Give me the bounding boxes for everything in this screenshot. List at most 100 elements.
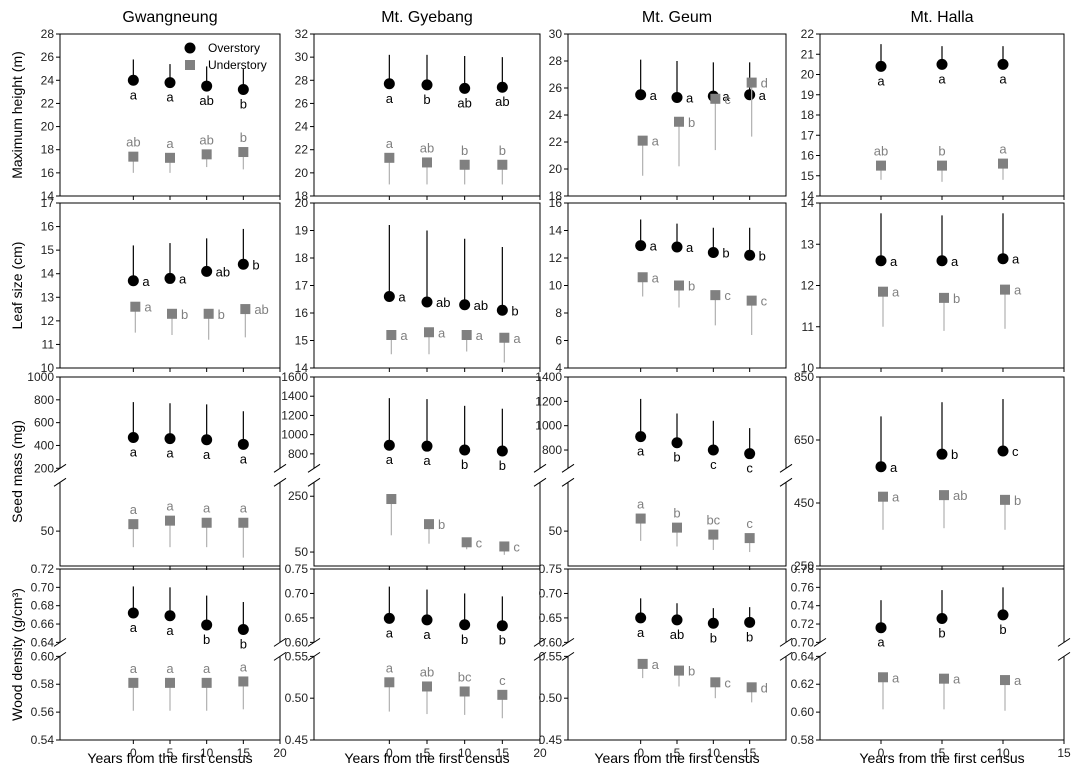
overstory-point: [164, 77, 176, 89]
y-tick-label: 16: [801, 149, 815, 163]
significance-letter: b: [499, 633, 506, 648]
significance-letter: ab: [126, 135, 140, 150]
significance-letter: a: [650, 239, 658, 254]
significance-letter: a: [130, 620, 138, 635]
understory-point: [708, 529, 719, 540]
overstory-point: [875, 461, 887, 473]
x-tick-label: 10: [458, 746, 472, 760]
understory-point: [710, 677, 721, 688]
y-tick-label: 0.66: [31, 617, 55, 631]
significance-letter: b: [673, 506, 680, 521]
y-tick-label: 32: [295, 27, 309, 41]
understory-point: [461, 330, 472, 340]
significance-letter: c: [724, 288, 731, 303]
overstory-point: [201, 80, 213, 92]
overstory-point: [997, 58, 1009, 70]
significance-letter: a: [398, 290, 406, 305]
significance-letter: d: [761, 680, 768, 695]
legend-understory-label: Understory: [208, 58, 267, 72]
significance-letter: a: [637, 625, 645, 640]
significance-letter: ab: [670, 627, 684, 642]
significance-letter: b: [461, 143, 468, 158]
significance-letter: d: [761, 76, 768, 91]
y-tick-label: 0.55: [539, 649, 563, 663]
understory-point: [128, 519, 139, 530]
y-tick-label: 1400: [281, 389, 308, 403]
significance-letter: b: [951, 447, 958, 462]
understory-point: [422, 157, 432, 168]
overstory-point: [164, 272, 176, 284]
significance-letter: a: [722, 89, 730, 104]
y-tick-label: 0.60: [539, 635, 563, 649]
significance-letter: a: [400, 328, 408, 343]
overstory-point: [459, 82, 471, 94]
understory-point: [167, 308, 177, 319]
significance-letter: a: [476, 328, 484, 343]
y-tick-label: 28: [41, 27, 55, 41]
significance-letter: a: [386, 660, 394, 675]
y-tick-label: 0.70: [791, 635, 815, 649]
y-tick-label: 22: [801, 27, 815, 41]
understory-point: [746, 295, 757, 306]
axis-break-mark: [1057, 637, 1071, 647]
axis-break-mark: [273, 477, 287, 487]
significance-letter: ab: [953, 488, 967, 503]
understory-point: [878, 491, 888, 502]
y-tick-label: 16: [295, 306, 309, 320]
understory-point: [201, 517, 212, 528]
significance-letter: b: [688, 279, 695, 294]
y-tick-label: 0.55: [285, 649, 309, 663]
legend-understory-marker: [185, 60, 195, 70]
y-tick-label: 24: [41, 73, 55, 87]
x-tick-label: 0: [130, 746, 137, 760]
y-tick-label: 11: [42, 337, 55, 351]
understory-point: [165, 152, 175, 163]
significance-letter: a: [951, 254, 959, 269]
significance-letter: c: [1012, 444, 1019, 459]
y-tick-label: 17: [801, 128, 815, 142]
y-tick-label: 10: [801, 361, 815, 375]
overstory-point: [421, 79, 433, 91]
y-tick-label: 1200: [535, 394, 562, 408]
significance-letter: a: [386, 452, 394, 467]
overstory-point: [496, 620, 508, 632]
significance-letter: bc: [458, 669, 472, 684]
y-tick-label: 50: [295, 545, 309, 559]
y-tick-label: 11: [802, 320, 815, 334]
x-axis-label: Years from the first census: [594, 750, 759, 766]
site-title: Gwangneung: [122, 9, 217, 26]
y-tick-label: 20: [41, 120, 55, 134]
overstory-point: [707, 247, 719, 258]
y-tick-label: 0.60: [791, 705, 815, 719]
significance-letter: b: [1014, 493, 1021, 508]
significance-letter: b: [499, 458, 506, 473]
site-title: Mt. Gyebang: [381, 9, 473, 26]
axis-break-mark: [779, 477, 793, 487]
overstory-point: [383, 439, 395, 451]
understory-point: [674, 665, 684, 676]
significance-letter: c: [746, 461, 753, 476]
y-tick-label: 18: [801, 108, 815, 122]
y-tick-label: 30: [295, 50, 309, 64]
y-tick-label: 0.50: [285, 691, 309, 705]
significance-letter: a: [686, 240, 694, 255]
y-tick-label: 16: [549, 196, 563, 210]
overstory-point: [496, 445, 508, 457]
y-tick-label: 13: [41, 290, 55, 304]
axis-break-mark: [533, 477, 547, 487]
y-tick-label: 1400: [535, 370, 562, 384]
x-tick-label: 0: [637, 746, 644, 760]
overstory-point: [127, 275, 139, 287]
y-tick-label: 0.75: [539, 562, 563, 576]
axis-break-mark: [53, 477, 67, 487]
overstory-point: [383, 78, 395, 90]
axis-break-mark: [273, 463, 287, 473]
understory-point: [878, 286, 888, 297]
y-tick-label: 16: [41, 166, 55, 180]
significance-letter: a: [999, 142, 1007, 157]
significance-letter: a: [144, 300, 152, 315]
y-tick-label: 10: [549, 279, 563, 293]
overstory-point: [237, 438, 249, 450]
y-tick-label: 14: [801, 189, 815, 203]
overstory-point: [127, 607, 139, 619]
